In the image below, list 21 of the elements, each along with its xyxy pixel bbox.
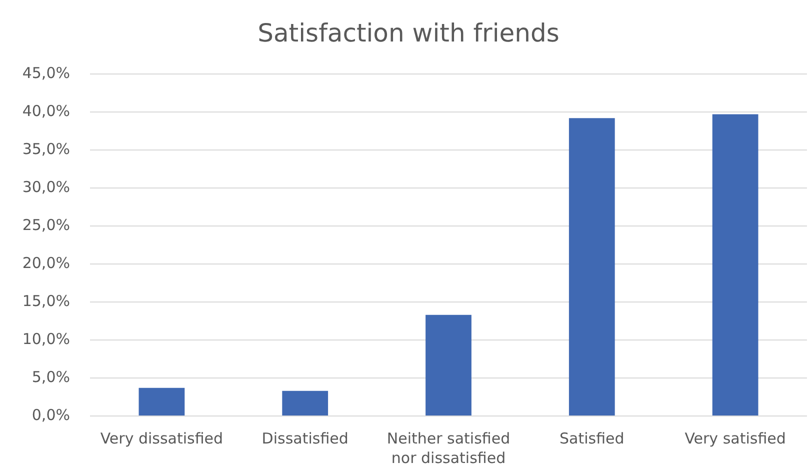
y-tick-label: 45,0% (22, 64, 70, 82)
chart-title: Satisfaction with friends (258, 18, 560, 48)
y-tick-label: 15,0% (22, 292, 70, 310)
y-tick-label: 30,0% (22, 178, 70, 196)
x-tick-label: Very satisfied (684, 430, 786, 448)
x-tick-label: Very dissatisfied (100, 430, 224, 448)
y-tick-label: 25,0% (22, 216, 70, 234)
y-tick-label: 20,0% (22, 254, 70, 272)
bar (568, 118, 615, 416)
x-tick-label: Dissatisfied (262, 430, 348, 448)
bar (138, 388, 185, 416)
y-tick-label: 40,0% (22, 102, 70, 120)
y-tick-label: 10,0% (22, 330, 70, 348)
bar (426, 314, 472, 416)
y-tick-label: 5,0% (32, 368, 70, 386)
bar (712, 114, 758, 416)
y-tick-label: 0,0% (32, 406, 70, 424)
y-tick-label: 35,0% (22, 140, 70, 158)
x-tick-label: Satisfied (560, 430, 624, 448)
bar (282, 390, 328, 416)
x-tick-label: Neither satisfied nor dissatisfied (386, 430, 510, 468)
